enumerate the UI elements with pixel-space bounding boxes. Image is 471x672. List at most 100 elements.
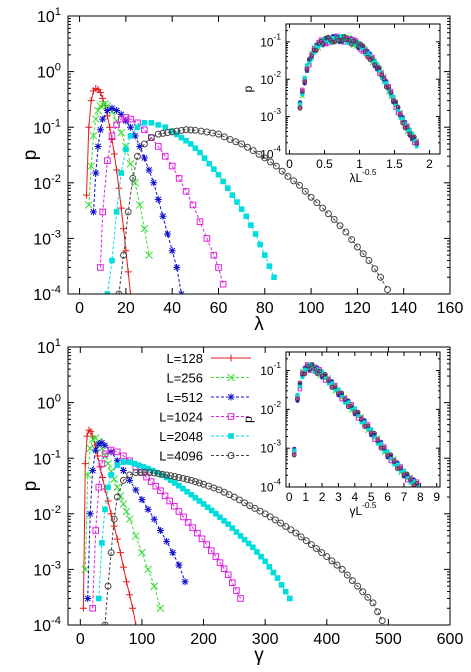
x-tick-label: 1 bbox=[356, 157, 363, 171]
inset-point bbox=[313, 48, 319, 54]
data-point bbox=[134, 124, 141, 130]
data-point bbox=[297, 533, 305, 541]
x-axis-label-base: λL bbox=[349, 171, 362, 185]
inset-point bbox=[316, 44, 321, 49]
inset-point bbox=[411, 483, 417, 487]
inset-point bbox=[339, 394, 344, 398]
y-tick-label-exp: 1 bbox=[55, 6, 61, 18]
data-point bbox=[144, 505, 152, 513]
data-point bbox=[374, 608, 382, 616]
data-point bbox=[353, 243, 361, 251]
y-tick-label: 10-1 bbox=[33, 117, 61, 137]
data-point bbox=[173, 127, 181, 135]
data-point bbox=[254, 549, 260, 555]
y-tick-label-base: 10 bbox=[37, 9, 55, 26]
inset-point bbox=[323, 39, 328, 43]
data-point bbox=[113, 166, 121, 174]
data-point bbox=[145, 166, 153, 174]
inset-point bbox=[382, 80, 386, 84]
data-point bbox=[110, 150, 118, 158]
y-tick-label-exp: 1 bbox=[55, 337, 61, 349]
inset-point bbox=[337, 38, 343, 43]
y-tick-label-base: 10 bbox=[33, 451, 51, 468]
inset-point bbox=[372, 58, 377, 62]
inset-point bbox=[361, 47, 365, 51]
x-tick-label: 0 bbox=[286, 157, 293, 171]
data-point bbox=[94, 142, 102, 150]
inset-point bbox=[402, 468, 406, 473]
data-point bbox=[117, 110, 125, 118]
data-point bbox=[101, 450, 109, 458]
panel-bottom-main: 0 100 200 300 400 500 60010-410-310-210-110010… bbox=[20, 337, 463, 666]
y-tick-label-base: 10 bbox=[33, 176, 51, 193]
data-point bbox=[192, 145, 199, 152]
inset-point bbox=[337, 34, 342, 38]
y-tick-label: 101 bbox=[37, 6, 61, 26]
inset-point bbox=[339, 38, 345, 43]
inset-point bbox=[343, 401, 347, 405]
y-tick-label: 100 bbox=[37, 62, 61, 82]
inset-point bbox=[404, 124, 410, 130]
data-point bbox=[176, 482, 182, 489]
series-L-512 bbox=[89, 104, 185, 294]
data-point bbox=[175, 561, 183, 569]
y-tick-label-base: 10 bbox=[33, 120, 51, 137]
data-point bbox=[204, 504, 211, 511]
data-point bbox=[256, 507, 264, 515]
data-point bbox=[384, 286, 391, 294]
legend-entry: L=1024 bbox=[159, 410, 251, 425]
inset-point bbox=[300, 92, 305, 97]
data-point bbox=[154, 143, 162, 150]
inset-point bbox=[332, 384, 338, 390]
data-point bbox=[241, 536, 248, 543]
data-point bbox=[99, 115, 107, 123]
inset-point bbox=[303, 367, 307, 372]
inset-point bbox=[346, 400, 351, 404]
data-point bbox=[169, 549, 177, 557]
inset-point bbox=[310, 365, 314, 370]
inset-point bbox=[383, 84, 389, 90]
inset-point bbox=[389, 456, 393, 460]
inset-point bbox=[321, 37, 326, 41]
inset-point bbox=[317, 368, 322, 374]
inset-point bbox=[354, 43, 358, 47]
inset-point bbox=[408, 477, 413, 483]
x-tick-label: 600 bbox=[437, 631, 464, 648]
data-point bbox=[101, 441, 109, 449]
data-point bbox=[117, 115, 125, 123]
data-point bbox=[81, 565, 90, 574]
data-point bbox=[154, 196, 162, 204]
data-point bbox=[113, 121, 120, 129]
y-tick-label-base: 10 bbox=[260, 364, 274, 378]
inset-point bbox=[320, 41, 326, 46]
data-point bbox=[203, 541, 210, 548]
data-point bbox=[108, 104, 116, 112]
data-point bbox=[79, 604, 87, 612]
data-point bbox=[92, 527, 100, 534]
y-tick-label-base: 10 bbox=[37, 396, 55, 413]
data-point bbox=[104, 157, 111, 164]
data-point bbox=[166, 497, 173, 505]
inset-point bbox=[382, 449, 387, 453]
x-tick-label: 20 bbox=[117, 300, 135, 317]
data-point bbox=[140, 224, 149, 233]
data-point bbox=[104, 459, 112, 468]
data-point bbox=[122, 507, 131, 516]
data-point bbox=[194, 529, 201, 537]
data-point bbox=[168, 128, 176, 136]
inset-point bbox=[414, 480, 420, 486]
data-point bbox=[243, 143, 251, 151]
inset-point bbox=[305, 367, 310, 371]
x-tick-label: 300 bbox=[252, 631, 279, 648]
data-point bbox=[313, 545, 320, 553]
y-tick-label-exp: -2 bbox=[51, 504, 61, 516]
data-point bbox=[120, 251, 128, 259]
y-tick-label: 100 bbox=[37, 393, 61, 413]
data-point bbox=[141, 119, 148, 126]
inset-point bbox=[291, 452, 297, 458]
x-axis-label: γ bbox=[254, 645, 264, 666]
inset-point bbox=[332, 39, 338, 45]
data-point bbox=[147, 134, 155, 142]
data-point bbox=[163, 471, 171, 479]
legend-marker bbox=[227, 452, 235, 459]
